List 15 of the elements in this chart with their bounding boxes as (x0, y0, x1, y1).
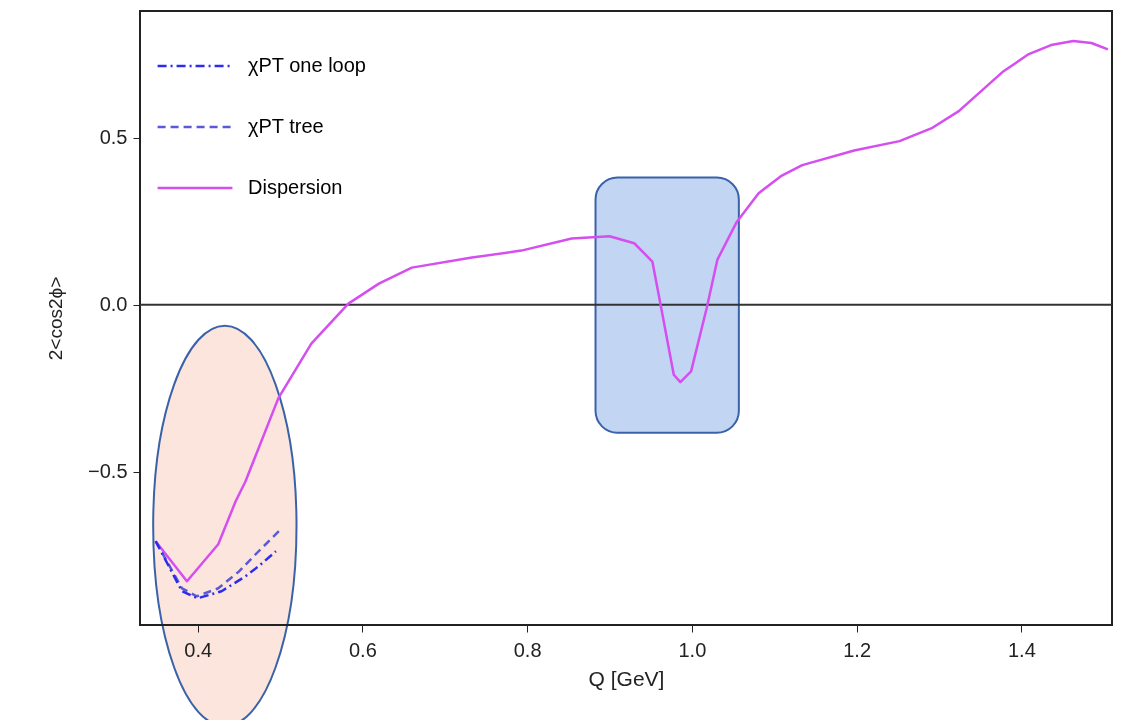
y-axis-title: 2<cos2ϕ> (45, 276, 67, 361)
x-axis-title: Q [GeV] (588, 666, 665, 690)
x-tick-label: 0.6 (349, 638, 377, 661)
y-tick-label: 0.5 (99, 126, 128, 149)
legend-label: Dispersion (248, 176, 343, 198)
legend-label: χPT one loop (248, 54, 366, 76)
x-tick-label: 1.4 (1007, 638, 1036, 661)
x-tick-label: 1.2 (843, 638, 872, 661)
x-tick-label: 0.4 (184, 638, 213, 661)
x-tick-label: 0.8 (513, 638, 542, 661)
y-tick-label: 0.0 (99, 293, 128, 316)
line-series (154, 539, 278, 600)
x-tick-label: 1.0 (678, 638, 707, 661)
legend-label: χPT tree (248, 115, 324, 137)
y-tick-label: −0.5 (88, 460, 128, 482)
